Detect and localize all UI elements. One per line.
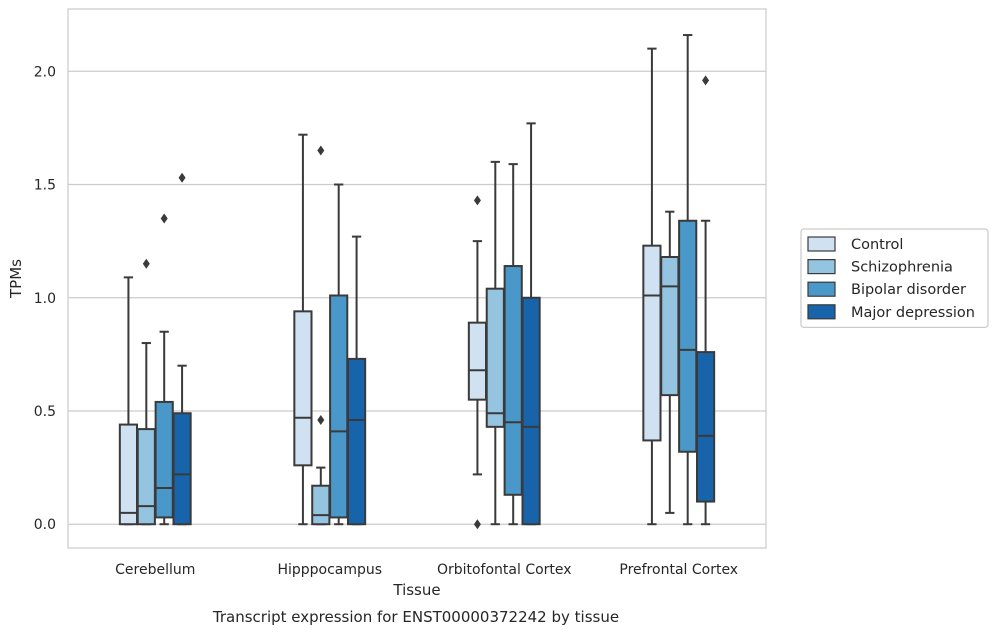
- y-tick-label: 1.5: [34, 178, 56, 194]
- box-iqr: [503, 265, 523, 496]
- box-iqr: [346, 357, 367, 526]
- outlier-point: [160, 213, 168, 224]
- x-tick-label: Hipppocampus: [277, 562, 382, 578]
- box-group: [172, 172, 192, 526]
- box-group: [695, 75, 716, 526]
- box-iqr: [660, 255, 680, 397]
- legend-frame: [800, 228, 989, 329]
- box-group: [118, 276, 139, 526]
- x-tick-label: Cerebellum: [115, 562, 195, 578]
- x-axis-label: Tissue: [392, 581, 440, 599]
- outlier-point: [473, 195, 481, 206]
- box-iqr: [695, 351, 716, 503]
- outlier-point: [317, 415, 325, 426]
- y-tick-label: 2.0: [34, 64, 56, 80]
- legend-label: Schizophrenia: [851, 260, 953, 276]
- box-group: [642, 47, 662, 526]
- box-iqr: [293, 310, 313, 467]
- box-group: [154, 213, 174, 526]
- y-tick-label: 0.0: [34, 517, 56, 533]
- outlier-point: [317, 145, 325, 156]
- y-tick-label: 0.5: [34, 404, 56, 420]
- box-group: [329, 183, 349, 526]
- box-iqr: [311, 484, 331, 526]
- plot-frame: [67, 8, 767, 549]
- chart-caption: Transcript expression for ENST0000037224…: [212, 608, 619, 626]
- box-iqr: [678, 219, 698, 453]
- box-iqr: [329, 294, 349, 519]
- box-iqr: [154, 400, 174, 519]
- outlier-point: [178, 172, 186, 183]
- box-group: [346, 235, 367, 526]
- legend: Control Schizophrenia Bipolar disorder Majo…: [800, 228, 989, 329]
- outlier-point: [702, 75, 710, 86]
- box-group: [678, 34, 698, 526]
- box-iqr: [521, 296, 541, 526]
- legend-label: Major depression: [851, 305, 975, 321]
- box-iqr: [172, 412, 192, 526]
- legend-label: Control: [851, 237, 903, 253]
- box-iqr: [136, 428, 156, 526]
- box-group: [467, 195, 488, 530]
- y-axis-ticks: 0.0 0.5 1.0 1.5 2.0: [34, 64, 56, 533]
- legend-swatch: [807, 304, 836, 320]
- box-plot-area: [118, 34, 716, 530]
- box-iqr: [642, 244, 662, 442]
- box-group: [293, 133, 313, 526]
- x-axis-ticks: Cerebellum Hipppocampus Orbitofontal Corte…: [115, 562, 738, 578]
- box-iqr: [118, 423, 139, 526]
- box-iqr: [467, 321, 488, 401]
- legend-swatch: [807, 259, 836, 275]
- legend-swatch: [807, 281, 836, 297]
- box-iqr: [485, 287, 505, 428]
- x-tick-label: Prefrontal Cortex: [619, 562, 738, 578]
- box-group: [660, 210, 680, 514]
- outlier-point: [473, 519, 481, 530]
- x-tick-label: Orbitofontal Cortex: [437, 562, 572, 578]
- y-axis-label: TPMs: [7, 259, 25, 299]
- box-group: [503, 163, 523, 526]
- y-tick-label: 1.0: [34, 291, 56, 307]
- legend-label: Bipolar disorder: [851, 282, 966, 298]
- legend-swatch: [807, 236, 836, 252]
- box-group: [521, 122, 541, 526]
- box-group: [485, 160, 505, 526]
- outlier-point: [142, 258, 150, 269]
- box-group: [136, 258, 156, 526]
- box-group: [311, 145, 331, 526]
